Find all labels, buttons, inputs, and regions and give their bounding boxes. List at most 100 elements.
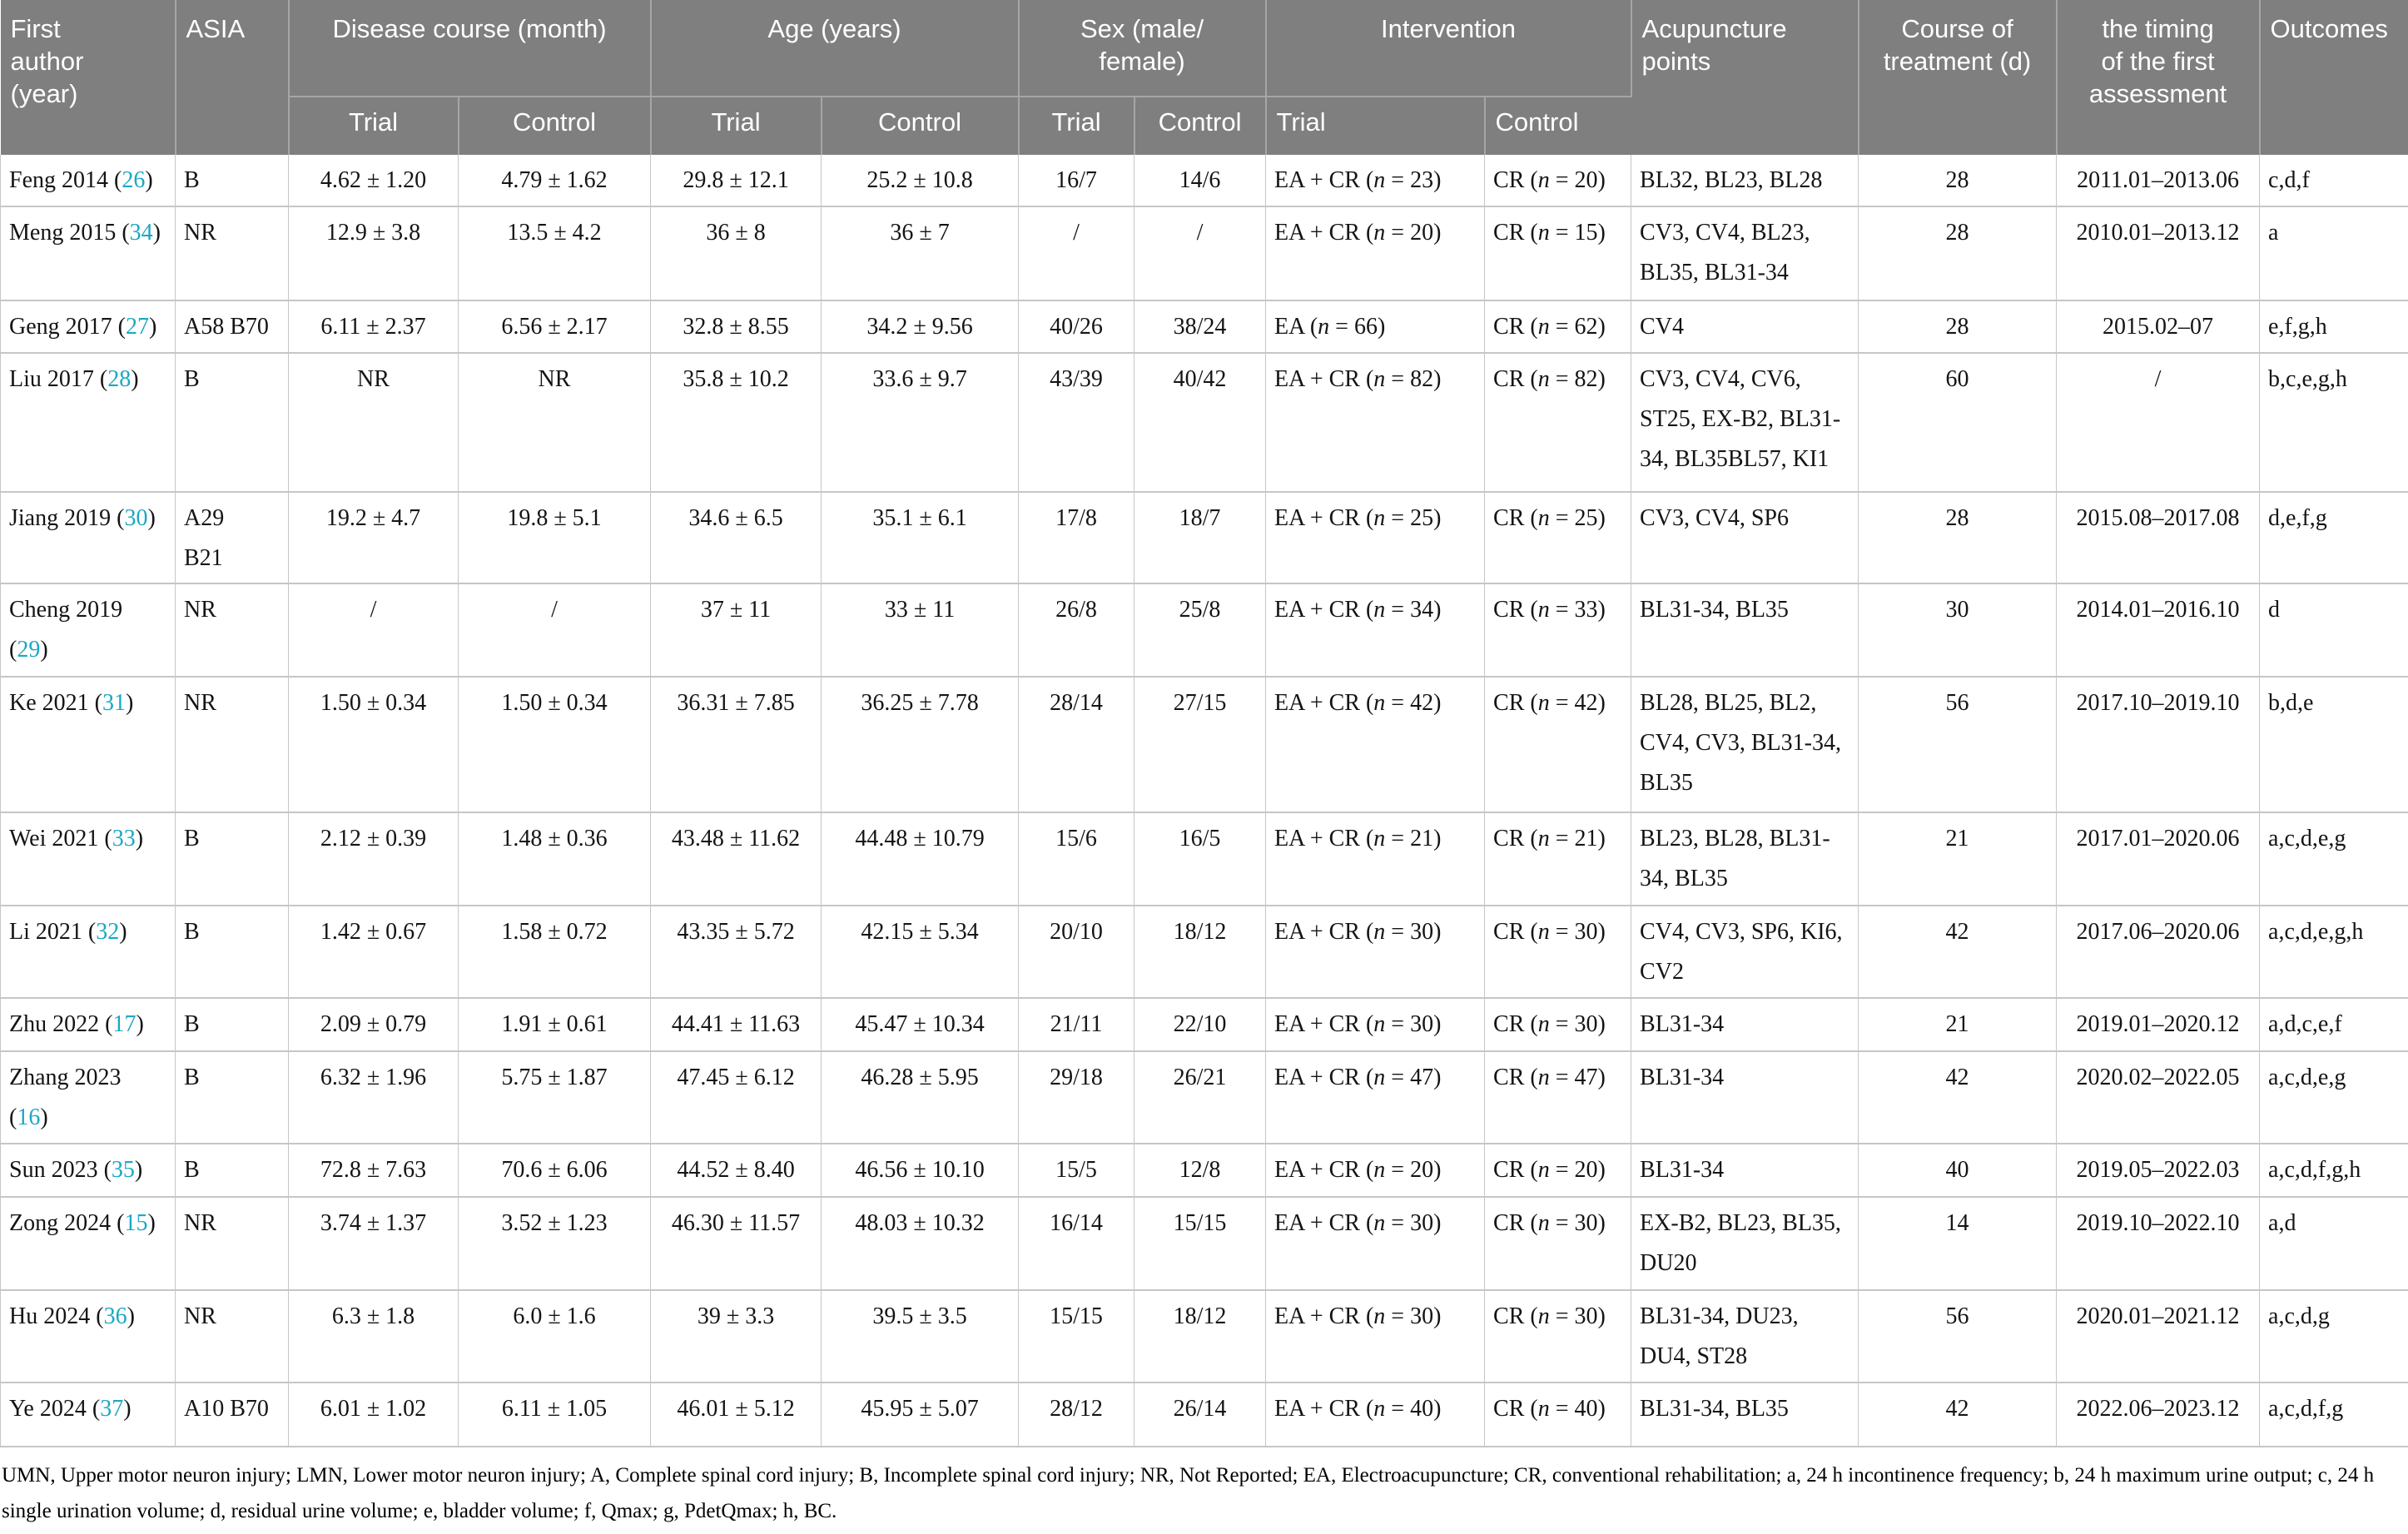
- author-cell: Ye 2024 (37): [1, 1383, 176, 1447]
- disease-course-control-cell: 1.48 ± 0.36: [459, 812, 651, 906]
- sex-control-cell: 38/24: [1134, 300, 1266, 353]
- intervention-trial-cell: EA + CR (n = 23): [1266, 155, 1485, 206]
- sex-trial-cell: 20/10: [1019, 906, 1134, 998]
- sex-control-cell: 14/6: [1134, 155, 1266, 206]
- asia-cell: NR: [176, 206, 289, 300]
- sample-size-n: n: [1373, 1303, 1385, 1329]
- intervention-control-cell: CR (n = 20): [1485, 155, 1631, 206]
- author-cell: Hu 2024 (36): [1, 1290, 176, 1383]
- citation-link[interactable]: 32: [96, 919, 119, 945]
- citation-link[interactable]: 27: [126, 314, 149, 340]
- timing-cell: 2015.02–07: [2057, 300, 2260, 353]
- intervention-control-cell: CR (n = 82): [1485, 353, 1631, 492]
- age-control-cell: 36 ± 7: [822, 206, 1019, 300]
- age-control-cell: 39.5 ± 3.5: [822, 1290, 1019, 1383]
- asia-cell: B: [176, 155, 289, 206]
- citation-link[interactable]: 15: [124, 1210, 147, 1236]
- course-of-treatment-cell: 28: [1859, 300, 2057, 353]
- age-trial-cell: 46.01 ± 5.12: [651, 1383, 822, 1447]
- disease-course-trial-cell: 1.50 ± 0.34: [289, 677, 459, 812]
- course-of-treatment-cell: 30: [1859, 583, 2057, 677]
- citation-link[interactable]: 36: [104, 1303, 127, 1329]
- citation-link[interactable]: 28: [107, 366, 131, 392]
- citation-link[interactable]: 30: [124, 505, 147, 531]
- subheader-sex-trial: Trial: [1019, 97, 1134, 155]
- outcomes-cell: b,d,e: [2260, 677, 2408, 812]
- intervention-trial-cell: EA + CR (n = 30): [1266, 998, 1485, 1051]
- age-trial-cell: 36 ± 8: [651, 206, 822, 300]
- col-header-acupuncture-points: Acupuncture points: [1631, 0, 1859, 155]
- author-name: Zhang 2023: [9, 1065, 122, 1090]
- citation-link[interactable]: 33: [112, 826, 136, 851]
- acupuncture-points-cell: EX-B2, BL23, BL35, DU20: [1631, 1197, 1859, 1290]
- intervention-trial-cell: EA + CR (n = 25): [1266, 492, 1485, 583]
- age-trial-cell: 37 ± 11: [651, 583, 822, 677]
- age-trial-cell: 46.30 ± 11.57: [651, 1197, 822, 1290]
- timing-cell: 2017.06–2020.06: [2057, 906, 2260, 998]
- age-control-cell: 42.15 ± 5.34: [822, 906, 1019, 998]
- intervention-trial-cell: EA + CR (n = 47): [1266, 1051, 1485, 1144]
- asia-cell: A10 B70: [176, 1383, 289, 1447]
- col-group-age: Age (years): [651, 0, 1019, 97]
- intervention-trial-cell: EA + CR (n = 20): [1266, 206, 1485, 300]
- sample-size-n: n: [1373, 826, 1385, 851]
- intervention-trial-cell: EA + CR (n = 30): [1266, 1290, 1485, 1383]
- sample-size-n: n: [1538, 505, 1550, 531]
- sample-size-n: n: [1373, 1210, 1385, 1236]
- sample-size-n: n: [1373, 690, 1385, 716]
- sample-size-n: n: [1538, 314, 1550, 340]
- sex-control-cell: /: [1134, 206, 1266, 300]
- sample-size-n: n: [1373, 220, 1385, 246]
- sex-trial-cell: 28/14: [1019, 677, 1134, 812]
- citation-link[interactable]: 16: [17, 1105, 40, 1130]
- intervention-trial-cell: EA + CR (n = 30): [1266, 1197, 1485, 1290]
- subheader-intervention-control: Control: [1485, 97, 1631, 155]
- timing-cell: 2019.01–2020.12: [2057, 998, 2260, 1051]
- acupuncture-points-cell: BL32, BL23, BL28: [1631, 155, 1859, 206]
- citation-link[interactable]: 31: [102, 690, 126, 716]
- author-name: Wei 2021: [9, 826, 98, 851]
- sex-control-cell: 26/14: [1134, 1383, 1266, 1447]
- asia-cell: B: [176, 906, 289, 998]
- citation-link[interactable]: 34: [130, 220, 153, 246]
- subheader-age-trial: Trial: [651, 97, 822, 155]
- citation-link[interactable]: 35: [112, 1157, 135, 1183]
- col-header-course-of-treatment: Course of treatment (d): [1859, 0, 2057, 155]
- age-trial-cell: 35.8 ± 10.2: [651, 353, 822, 492]
- outcomes-cell: a: [2260, 206, 2408, 300]
- course-of-treatment-cell: 56: [1859, 1290, 2057, 1383]
- course-of-treatment-cell: 42: [1859, 906, 2057, 998]
- course-of-treatment-cell: 28: [1859, 492, 2057, 583]
- col-group-intervention: Intervention: [1266, 0, 1631, 97]
- acupuncture-points-cell: CV3, CV4, SP6: [1631, 492, 1859, 583]
- outcomes-cell: a,d: [2260, 1197, 2408, 1290]
- author-name: Meng 2015: [9, 220, 116, 246]
- sex-control-cell: 15/15: [1134, 1197, 1266, 1290]
- author-cell: Ke 2021 (31): [1, 677, 176, 812]
- author-name: Ke 2021: [9, 690, 89, 716]
- citation-link[interactable]: 26: [122, 167, 145, 193]
- intervention-control-cell: CR (n = 30): [1485, 1197, 1631, 1290]
- disease-course-trial-cell: 4.62 ± 1.20: [289, 155, 459, 206]
- author-cell: Li 2021 (32): [1, 906, 176, 998]
- intervention-trial-cell: EA + CR (n = 42): [1266, 677, 1485, 812]
- citation-link[interactable]: 37: [100, 1396, 123, 1422]
- disease-course-control-cell: 5.75 ± 1.87: [459, 1051, 651, 1144]
- author-name: Feng 2014: [9, 167, 108, 193]
- citation-link[interactable]: 29: [17, 637, 40, 663]
- course-of-treatment-cell: 28: [1859, 206, 2057, 300]
- disease-course-trial-cell: NR: [289, 353, 459, 492]
- course-of-treatment-cell: 28: [1859, 155, 2057, 206]
- citation-link[interactable]: 17: [112, 1011, 136, 1037]
- course-of-treatment-cell: 56: [1859, 677, 2057, 812]
- intervention-control-cell: CR (n = 21): [1485, 812, 1631, 906]
- disease-course-control-cell: 1.91 ± 0.61: [459, 998, 651, 1051]
- disease-course-trial-cell: /: [289, 583, 459, 677]
- disease-course-control-cell: 1.58 ± 0.72: [459, 906, 651, 998]
- asia-cell: A58 B70: [176, 300, 289, 353]
